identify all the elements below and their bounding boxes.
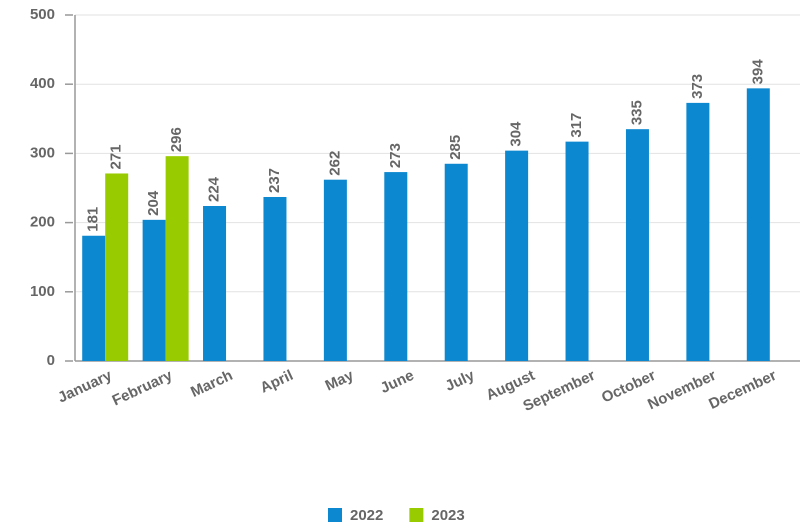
x-tick-label: December <box>706 367 779 413</box>
bar <box>203 205 227 361</box>
legend-label: 2023 <box>431 507 464 524</box>
data-label: 285 <box>447 135 464 160</box>
y-tick-label: 200 <box>30 214 55 231</box>
legend-label: 2022 <box>350 507 383 524</box>
bar <box>82 235 106 361</box>
bar <box>565 141 589 361</box>
data-label: 181 <box>85 207 102 232</box>
bar <box>505 150 529 361</box>
x-tick-label: May <box>323 367 357 395</box>
data-label: 394 <box>749 59 766 85</box>
x-tick-label: November <box>645 367 719 413</box>
data-label: 224 <box>206 176 223 202</box>
data-label: 304 <box>508 121 525 147</box>
bar <box>746 88 770 362</box>
data-label: 296 <box>168 127 185 152</box>
bar <box>263 196 287 361</box>
y-tick-label: 500 <box>30 6 55 23</box>
bar <box>165 156 189 361</box>
y-tick-label: 0 <box>47 352 55 369</box>
legend-swatch <box>409 508 424 522</box>
x-tick-label: April <box>258 367 296 397</box>
data-label: 237 <box>266 168 283 193</box>
bar <box>384 172 408 361</box>
data-label: 271 <box>108 144 125 169</box>
y-tick-label: 400 <box>30 75 55 92</box>
bar <box>105 173 129 361</box>
bar <box>142 219 166 361</box>
bar <box>686 102 710 361</box>
y-tick-label: 100 <box>30 283 55 300</box>
bar <box>323 179 347 361</box>
data-label: 373 <box>689 74 706 99</box>
bar <box>625 129 649 361</box>
legend-swatch <box>328 508 342 522</box>
x-tick-label: January <box>55 367 115 407</box>
x-tick-label: March <box>188 367 235 401</box>
data-label: 273 <box>387 143 404 168</box>
data-label: 262 <box>326 151 343 176</box>
bar <box>444 163 468 361</box>
y-tick-label: 300 <box>30 144 55 161</box>
x-tick-label: February <box>110 367 176 410</box>
x-tick-label: June <box>378 367 417 397</box>
x-tick-label: July <box>443 367 478 395</box>
data-label: 335 <box>628 100 645 125</box>
data-label: 204 <box>145 190 162 216</box>
data-label: 317 <box>568 113 585 138</box>
